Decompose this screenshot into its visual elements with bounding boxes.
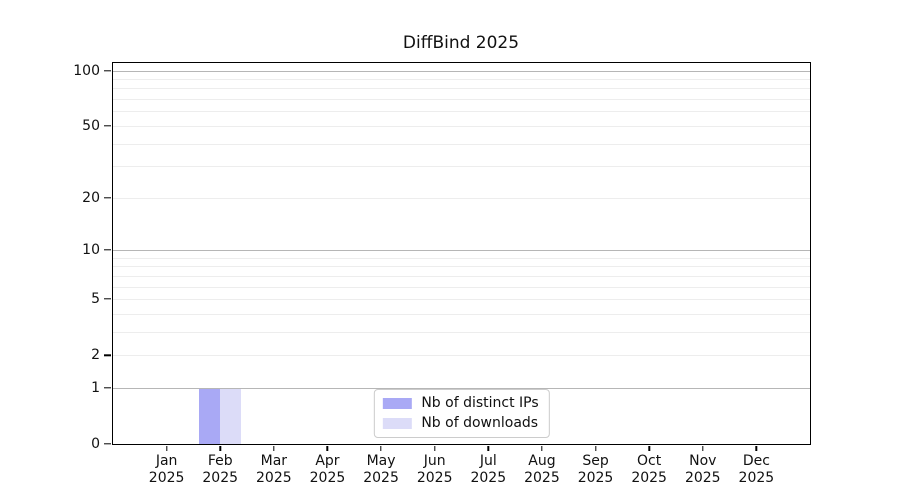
x-tick-label: Mar 2025	[256, 453, 292, 486]
bar-nb-of-distinct-ips	[199, 387, 221, 444]
y-tick-mark	[104, 249, 111, 251]
legend-item-downloads: Nb of downloads	[382, 415, 538, 431]
y-tick-mark	[104, 69, 111, 72]
x-tick-mark	[165, 445, 168, 451]
gridline-minor	[113, 299, 810, 301]
x-tick-mark	[594, 445, 597, 451]
x-tick-label: Jan 2025	[148, 453, 185, 486]
gridline-minor	[113, 257, 810, 259]
x-tick-label: Dec 2025	[738, 453, 775, 486]
y-tick-label: 10	[82, 242, 100, 258]
x-tick-mark	[326, 445, 329, 451]
x-tick-label: Jun 2025	[416, 453, 453, 486]
gridline-minor	[113, 79, 810, 81]
gridline-minor	[113, 88, 810, 90]
y-tick-label: 20	[82, 189, 100, 206]
gridline-minor	[113, 111, 810, 113]
bar-nb-of-downloads	[220, 387, 242, 444]
y-tick-mark	[104, 443, 111, 445]
y-tick-mark	[104, 298, 111, 300]
y-tick-label: 2	[91, 347, 100, 364]
gridline-minor	[113, 286, 810, 288]
y-tick-label: 0	[91, 436, 100, 452]
x-tick-label: Sep 2025	[577, 453, 614, 486]
gridline-minor	[113, 166, 810, 168]
y-tick-label: 1	[91, 379, 100, 396]
legend-label-downloads: Nb of downloads	[421, 415, 539, 431]
y-tick-mark	[104, 196, 111, 199]
y-tick-mark	[104, 354, 111, 356]
gridline-minor	[113, 313, 810, 315]
y-tick-label: 100	[73, 62, 100, 79]
gridline-minor	[113, 266, 810, 268]
x-tick-mark	[702, 445, 704, 451]
gridline-minor	[113, 99, 810, 101]
gridline-minor	[113, 331, 810, 333]
y-tick-label: 5	[91, 291, 100, 308]
x-tick-mark	[380, 445, 382, 451]
legend-swatch-distinct-ips	[382, 397, 412, 409]
legend: Nb of distinct IPs Nb of downloads	[373, 389, 550, 438]
y-tick-mark	[104, 387, 111, 389]
x-tick-mark	[273, 445, 275, 451]
x-tick-label: Nov 2025	[684, 453, 721, 486]
gridline-minor	[113, 125, 810, 127]
x-tick-label: Aug 2025	[524, 453, 560, 486]
plot-area: Dec 2025 Nov 2025 Oct 2025 Sep 2025 Aug 2025 Jul 20…	[73, 62, 811, 486]
x-tick-label: Jul 2025	[470, 453, 507, 486]
chart-title: DiffBind 2025	[402, 33, 520, 53]
x-tick-mark	[219, 445, 221, 451]
gridline-minor	[113, 143, 810, 145]
x-tick-mark	[755, 445, 758, 451]
x-tick-label: May 2025	[363, 453, 399, 486]
x-tick-label: Feb 2025	[202, 453, 239, 486]
legend-swatch-downloads	[382, 417, 412, 429]
gridline-major	[113, 70, 810, 72]
gridline-minor	[113, 197, 810, 199]
legend-item-distinct-ips: Nb of distinct IPs	[382, 395, 539, 411]
y-tick-label: 50	[82, 117, 100, 134]
gridline-minor	[113, 275, 810, 277]
x-tick-label: Oct 2025	[631, 453, 667, 486]
gridline-minor	[113, 355, 810, 357]
x-tick-mark	[487, 445, 489, 451]
x-tick-mark	[541, 445, 543, 451]
x-tick-label: Apr 2025	[309, 453, 346, 486]
legend-label-distinct-ips: Nb of distinct IPs	[421, 395, 539, 411]
x-tick-mark	[648, 445, 650, 451]
x-tick-mark	[433, 445, 436, 451]
gridline-major	[113, 250, 810, 251]
y-tick-mark	[104, 125, 111, 127]
